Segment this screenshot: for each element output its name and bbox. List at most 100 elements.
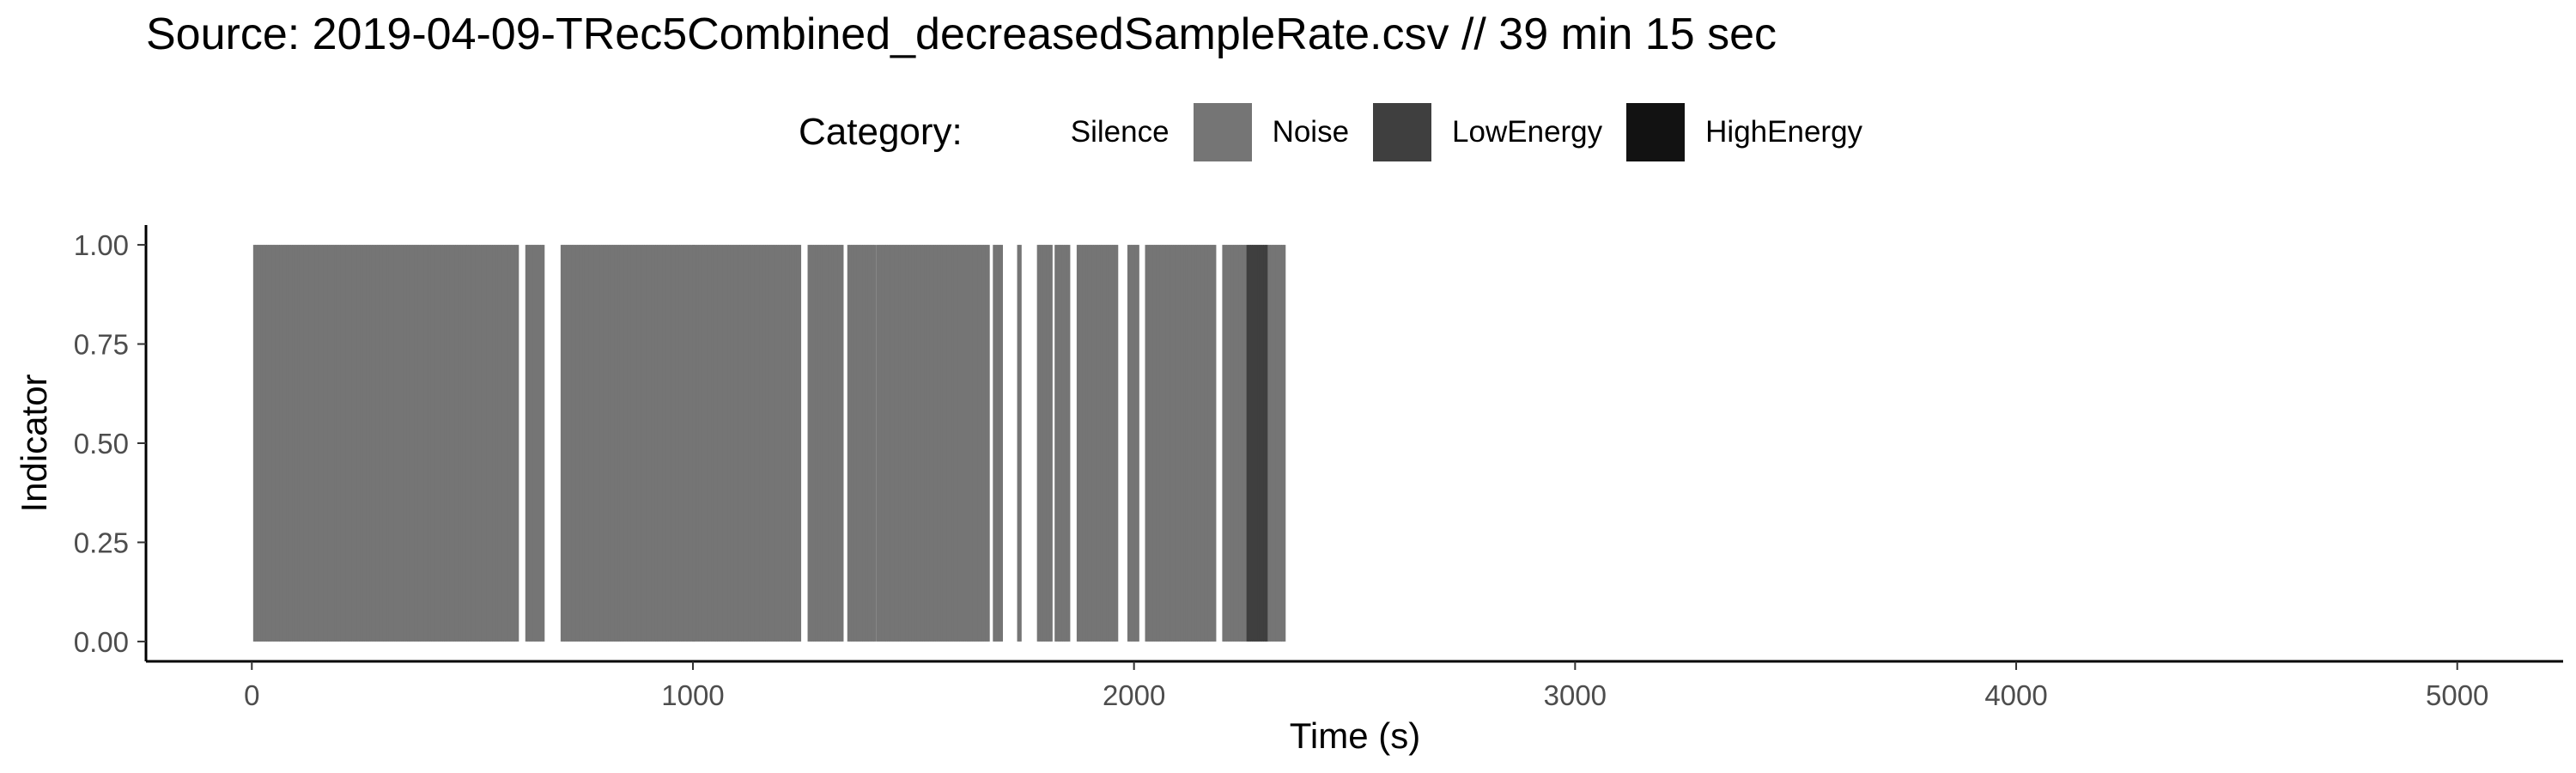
bar-noise-424 <box>1129 245 1133 642</box>
bar-noise-238 <box>717 245 720 642</box>
bar-noise-136 <box>505 245 508 642</box>
bar-noise-422 <box>1115 245 1119 642</box>
bar-noise-488 <box>1281 245 1285 642</box>
legend-label-silence: Silence <box>1070 115 1170 149</box>
bar-noise-380 <box>996 245 999 642</box>
bar-noise-167 <box>586 245 590 642</box>
bar-noise-421 <box>1114 245 1117 642</box>
bar-noise-449 <box>1182 245 1185 642</box>
bar-noise-414 <box>1100 245 1104 642</box>
bar-noise-126 <box>486 245 489 642</box>
x-ticks-group: 0 1000 2000 3000 4000 5000 <box>244 661 2488 711</box>
chart-title: Source: 2019-04-09-TRec5Combined_decreas… <box>146 9 1777 59</box>
bar-noise-440 <box>1165 245 1169 642</box>
bar-noise-69 <box>380 245 384 642</box>
bar-noise-146 <box>531 245 534 642</box>
bar-noise-5 <box>262 245 265 642</box>
bar-noise-130 <box>494 245 497 642</box>
bar-noise-311 <box>864 245 867 642</box>
bar-noise-437 <box>1159 245 1163 642</box>
bar-noise-133 <box>499 245 502 642</box>
bar-noise-350 <box>937 245 940 642</box>
bar-noise-234 <box>709 245 713 642</box>
bar-noise-361 <box>957 245 961 642</box>
bar-noise-378 <box>993 245 996 642</box>
bar-noise-338 <box>914 245 918 642</box>
bar-noise-442 <box>1169 245 1172 642</box>
x-tick-label-1: 1000 <box>661 679 724 711</box>
bar-noise-175 <box>601 245 605 642</box>
bar-noise-407 <box>1087 245 1091 642</box>
bar-noise-169 <box>590 245 593 642</box>
bar-noise-43 <box>332 245 336 642</box>
bar-noise-108 <box>453 245 456 642</box>
bar-noise-363 <box>961 245 964 642</box>
bar-noise-256 <box>750 245 753 642</box>
bar-noise-164 <box>580 245 584 642</box>
bar-noise-202 <box>651 245 654 642</box>
bar-noise-239 <box>719 245 722 642</box>
bar-noise-201 <box>649 245 653 642</box>
bar-noise-127 <box>488 245 491 642</box>
bar-noise-369 <box>972 245 975 642</box>
bar-noise-125 <box>484 245 488 642</box>
bar-noise-277 <box>789 245 793 642</box>
bar-noise-222 <box>688 245 691 642</box>
bar-noise-17 <box>284 245 288 642</box>
bar-noise-95 <box>428 245 432 642</box>
bar-noise-28 <box>305 245 308 642</box>
bar-noise-436 <box>1157 245 1161 642</box>
bar-noise-38 <box>323 245 326 642</box>
bar-noise-270 <box>776 245 780 642</box>
bar-noise-223 <box>690 245 693 642</box>
bar-noise-453 <box>1189 245 1193 642</box>
legend-label-noise: Noise <box>1272 115 1350 149</box>
bar-noise-102 <box>441 245 445 642</box>
bar-noise-320 <box>881 245 884 642</box>
bar-noise-89 <box>417 245 421 642</box>
bar-noise-485 <box>1275 245 1279 642</box>
bar-noise-145 <box>529 245 532 642</box>
bar-noise-354 <box>944 245 948 642</box>
bar-noise-231 <box>703 245 708 642</box>
bar-noise-254 <box>746 245 750 642</box>
bar-noise-149 <box>536 245 539 642</box>
bar-noise-46 <box>338 245 342 642</box>
bar-noise-405 <box>1084 245 1087 642</box>
bar-lowenergy-493 <box>1252 245 1255 642</box>
bar-noise-15 <box>281 245 284 642</box>
bar-noise-406 <box>1085 245 1089 642</box>
bar-noise-11 <box>273 245 276 642</box>
bar-noise-429 <box>1145 245 1148 642</box>
bar-noise-275 <box>785 245 788 642</box>
bar-noise-179 <box>608 245 612 642</box>
bar-noise-165 <box>582 245 586 642</box>
bar-noise-400 <box>1067 245 1071 642</box>
bar-noise-221 <box>686 245 690 642</box>
bar-noise-303 <box>848 245 853 642</box>
bar-noise-433 <box>1152 245 1156 642</box>
bar-noise-251 <box>741 245 744 642</box>
bar-noise-371 <box>975 245 979 642</box>
bar-noise-22 <box>294 245 297 642</box>
bar-noise-278 <box>791 245 794 642</box>
bar-noise-67 <box>377 245 380 642</box>
bar-noise-382 <box>999 245 1004 642</box>
bar-noise-295 <box>829 245 833 642</box>
bar-noise-386 <box>1038 245 1042 642</box>
bar-noise-318 <box>878 245 881 642</box>
bar-noise-260 <box>757 245 761 642</box>
bar-noise-450 <box>1183 245 1187 642</box>
bar-noise-246 <box>732 245 735 642</box>
bar-noise-83 <box>406 245 410 642</box>
bar-noise-420 <box>1111 245 1115 642</box>
bar-noise-325 <box>890 245 894 642</box>
y-tick-label-4: 1.00 <box>74 229 129 261</box>
bar-noise-51 <box>347 245 350 642</box>
bar-noise-12 <box>275 245 278 642</box>
bar-noise-282 <box>798 245 802 642</box>
bar-noise-276 <box>787 245 791 642</box>
bar-noise-114 <box>464 245 467 642</box>
bar-noise-335 <box>908 245 913 642</box>
legend-item-lowenergy: LowEnergy <box>1373 103 1602 161</box>
